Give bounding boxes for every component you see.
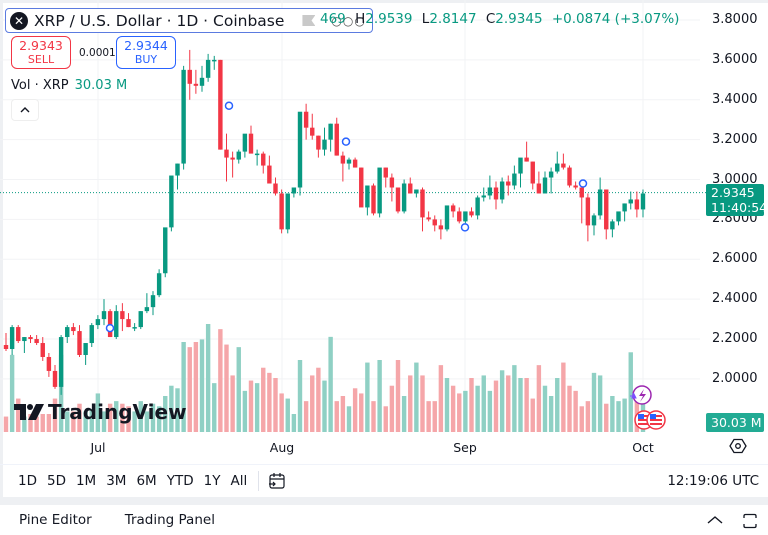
open-value: 469 — [320, 11, 346, 27]
buy-label: BUY — [134, 52, 158, 66]
bar-countdown: 11:40:54 — [711, 200, 768, 215]
time-tick-label: Sep — [453, 440, 477, 455]
low-label: L — [421, 11, 430, 27]
bottom-toolbar: 1D 5D 1M 3M 6M YTD 1Y All 12:19:06 UTC — [0, 464, 768, 496]
range-button-3m[interactable]: 3M — [106, 472, 127, 489]
tradingview-logo: TradingView — [14, 400, 187, 424]
low-value: 2.8147 — [429, 11, 477, 27]
symbol-title: XRP / U.S. Dollar · 1D · Coinbase — [34, 11, 285, 30]
close-label: C — [485, 11, 496, 27]
price-tick-label: 2.6000 — [712, 251, 758, 267]
last-price: 2.9345 — [711, 185, 755, 200]
ohlc-values: 469 H2.9539 L2.8147 C2.9345 +0.0874 (+3.… — [320, 11, 679, 27]
range-button-1d[interactable]: 1D — [18, 472, 37, 489]
economic-events-icons[interactable] — [630, 385, 666, 430]
symbol-title-bar[interactable]: ✕ XRP / U.S. Dollar · 1D · Coinbase ○○○ — [5, 8, 373, 33]
time-tick-label: Oct — [632, 440, 654, 455]
sell-price: 2.9343 — [19, 37, 63, 53]
price-tick-label: 3.0000 — [712, 171, 758, 187]
price-tick-label: 3.4000 — [712, 91, 758, 107]
tab-trading-panel[interactable]: Trading Panel — [124, 512, 215, 528]
range-button-ytd[interactable]: YTD — [166, 472, 194, 489]
maximize-icon[interactable] — [742, 513, 758, 529]
range-button-6m[interactable]: 6M — [136, 472, 157, 489]
range-selector: 1D 5D 1M 3M 6M YTD 1Y All — [13, 473, 252, 489]
xrp-logo-icon: ✕ — [10, 11, 28, 30]
tab-pine-editor[interactable]: Pine Editor — [19, 512, 92, 528]
sell-label: SELL — [27, 52, 55, 66]
toolbar-divider — [258, 470, 260, 491]
price-tick-label: 2.2000 — [712, 331, 758, 347]
close-value: 2.9345 — [495, 11, 543, 27]
chevron-up-icon — [20, 107, 30, 113]
tradingview-wordmark: TradingView — [48, 400, 187, 424]
price-tick-label: 2.4000 — [712, 291, 758, 307]
time-tick-label: Aug — [269, 440, 295, 455]
go-to-date-icon[interactable] — [267, 471, 287, 491]
window-left-border — [0, 0, 3, 497]
volume-legend[interactable]: Vol · XRP 30.03 M — [11, 78, 127, 93]
range-button-all[interactable]: All — [230, 472, 248, 489]
bottom-panel: Pine Editor Trading Panel — [4, 505, 768, 535]
window-top-border — [0, 0, 768, 3]
volume-tag: 30.03 M — [706, 413, 764, 432]
price-tick-label: 3.2000 — [712, 131, 758, 147]
range-button-1m[interactable]: 1M — [75, 472, 97, 489]
more-options-icon[interactable]: ○○○ — [331, 13, 366, 28]
collapse-legend-button[interactable] — [11, 99, 39, 121]
flag-icon[interactable] — [302, 15, 316, 26]
axis-settings-icon[interactable] — [729, 437, 747, 455]
high-label: H — [355, 11, 366, 27]
volume-value: 30.03 M — [74, 78, 128, 93]
panel-separator — [0, 497, 768, 505]
time-tick-label: Jul — [90, 440, 106, 455]
price-tick-label: 3.8000 — [712, 12, 758, 27]
clock-timezone[interactable]: 12:19:06 UTC — [667, 472, 759, 489]
buy-price: 2.9344 — [124, 37, 168, 53]
volume-label: Vol · XRP — [11, 78, 69, 93]
panel-controls — [706, 513, 758, 529]
spread-value: 0.0001 — [79, 47, 116, 59]
range-button-5d[interactable]: 5D — [46, 472, 66, 489]
last-price-tag: 2.9345 11:40:54 — [706, 184, 768, 216]
price-tick-label: 3.6000 — [712, 51, 758, 67]
chevron-up-icon[interactable] — [706, 513, 724, 527]
sell-button[interactable]: 2.9343 SELL — [11, 36, 71, 69]
tradingview-mark-icon — [14, 404, 44, 420]
buy-button[interactable]: 2.9344 BUY — [116, 36, 176, 69]
high-value: 2.9539 — [365, 11, 413, 27]
change-value: +0.0874 (+3.07%) — [551, 11, 680, 27]
price-tick-label: 2.0000 — [712, 370, 758, 386]
range-button-1y[interactable]: 1Y — [203, 472, 221, 489]
